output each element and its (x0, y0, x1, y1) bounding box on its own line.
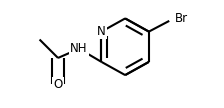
Text: O: O (53, 78, 63, 91)
Text: Br: Br (175, 12, 188, 25)
Text: N: N (97, 25, 106, 38)
Text: NH: NH (70, 42, 88, 55)
